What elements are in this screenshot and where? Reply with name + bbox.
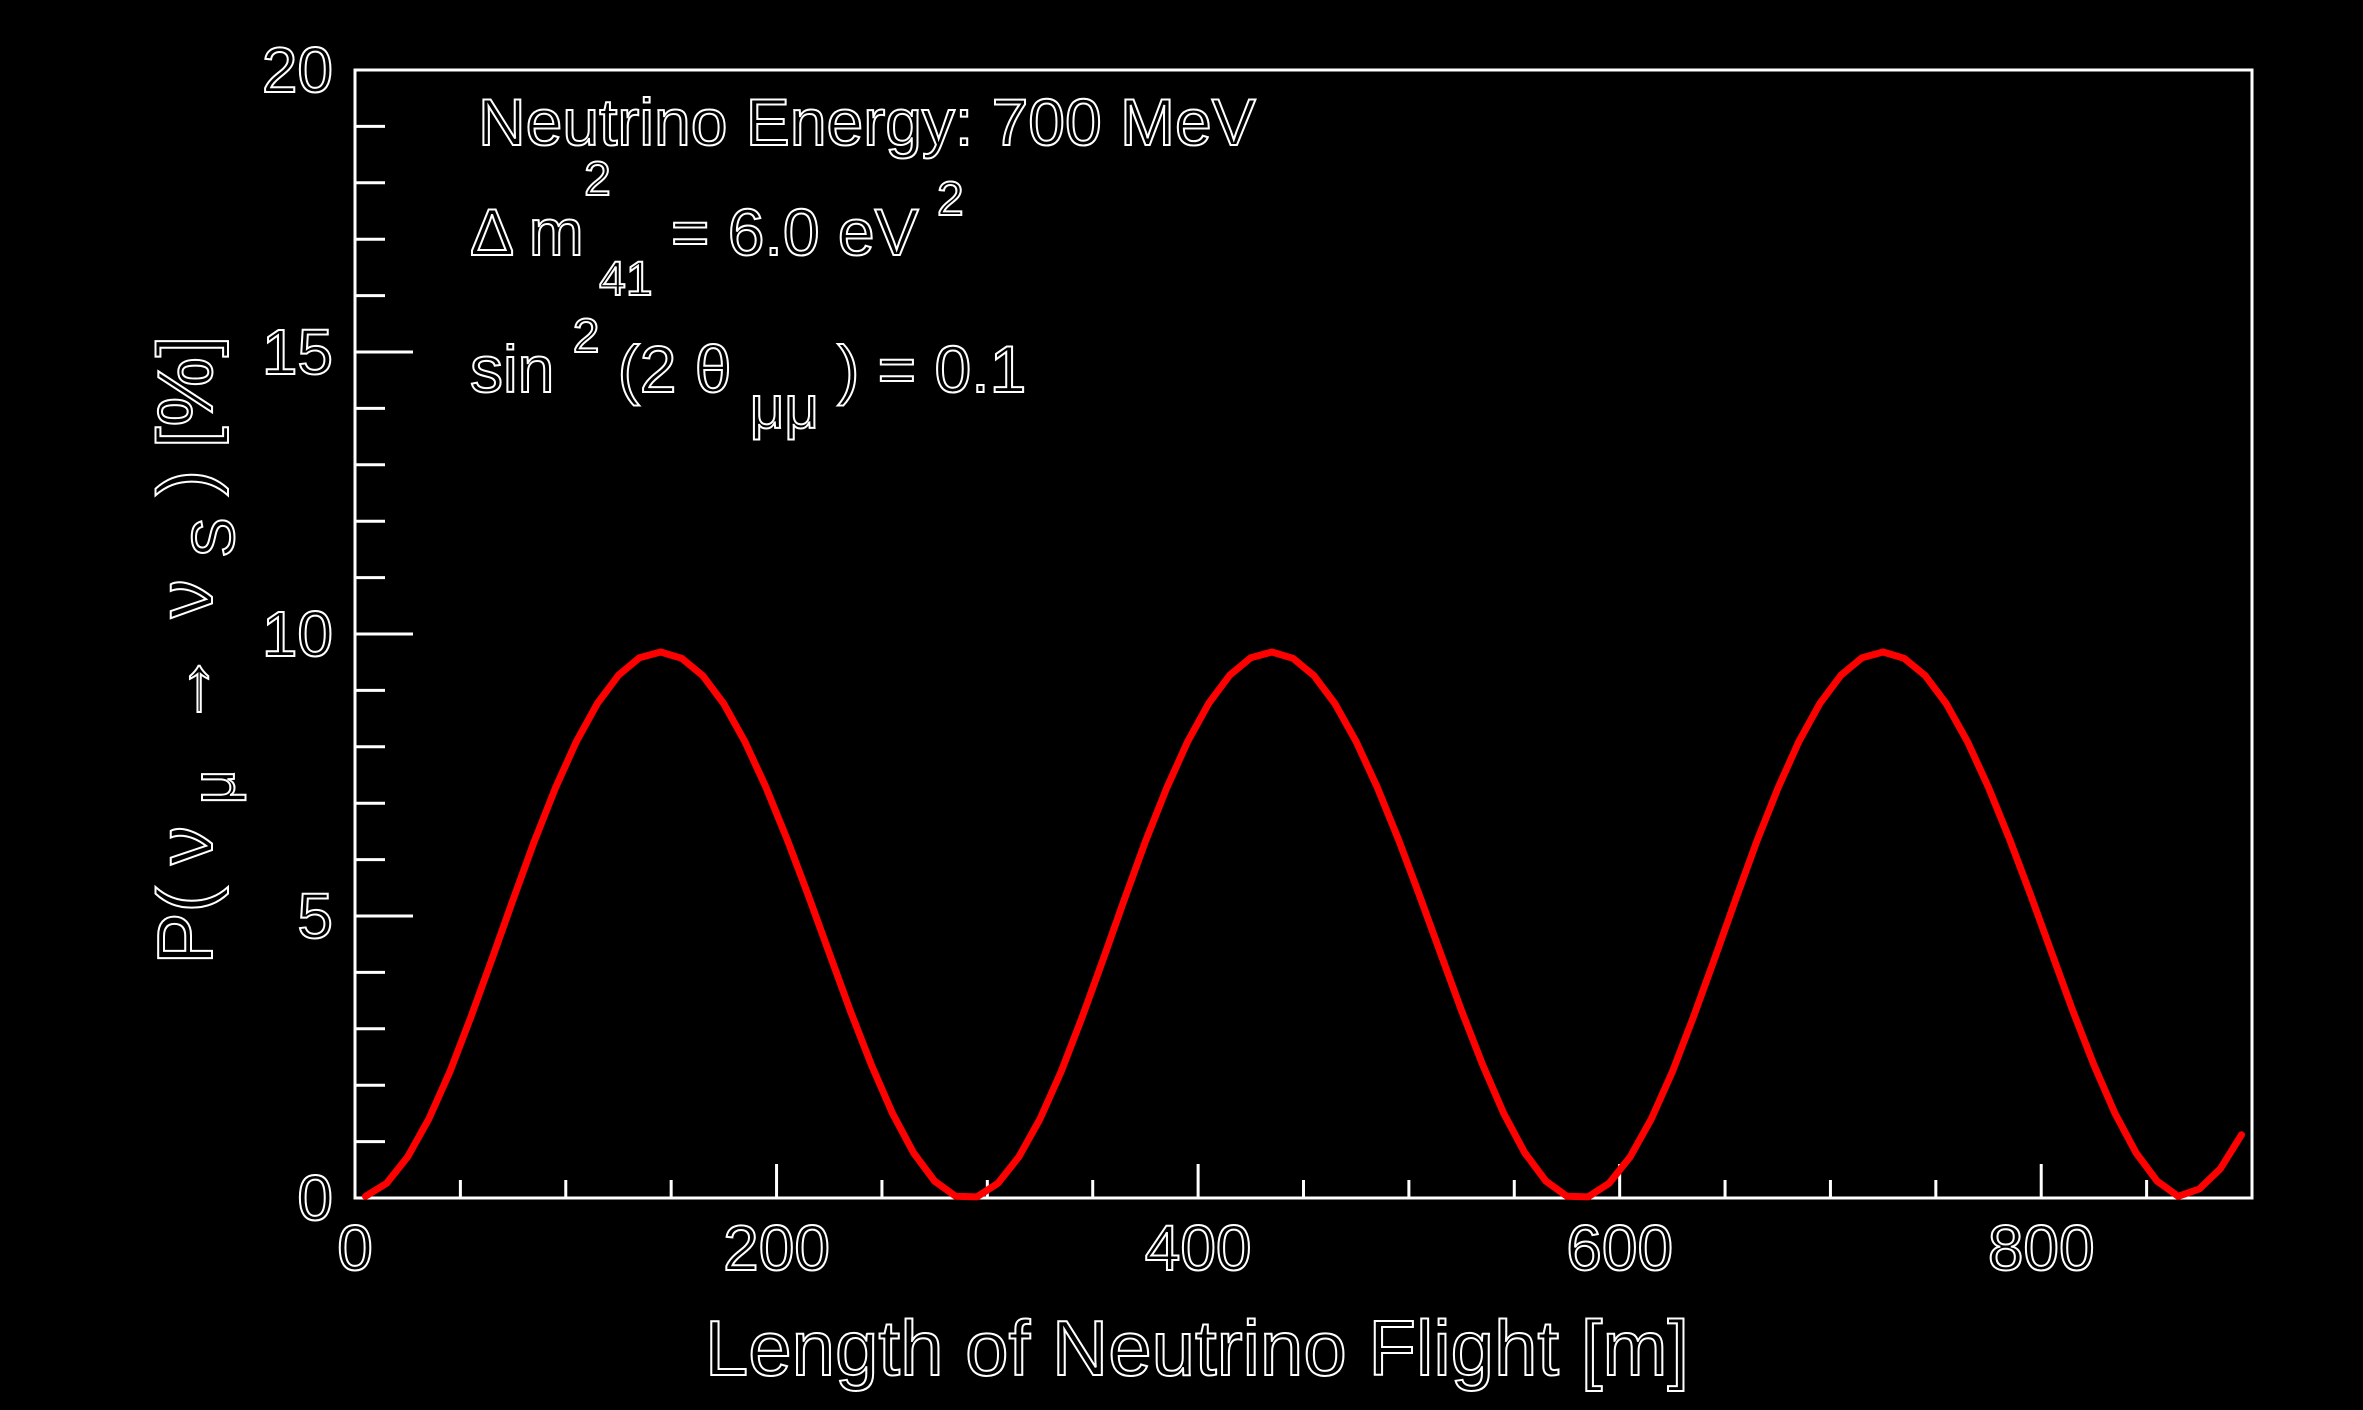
y-axis-label-suffix: ) [%] bbox=[141, 336, 229, 496]
annotation-sin-mid: (2 θ bbox=[618, 332, 732, 406]
y-axis-label-nu2: ν bbox=[141, 579, 229, 618]
y-tick-label: 5 bbox=[297, 880, 333, 952]
y-tick-label: 20 bbox=[262, 34, 333, 106]
y-axis-label-prefix: P( bbox=[141, 886, 229, 964]
annotation-sin-prefix: sin bbox=[470, 332, 554, 406]
annotation-sin-sub: μμ bbox=[750, 374, 819, 441]
series-line-oscillation-probability bbox=[362, 648, 2245, 1201]
axis-ticks bbox=[353, 68, 2254, 1200]
annotation-sin-suffix: ) = 0.1 bbox=[837, 332, 1026, 406]
x-tick-label: 800 bbox=[1988, 1212, 2095, 1284]
annotation-mixing-angle: sin 2 (2 θ μμ ) = 0.1 bbox=[470, 292, 1026, 442]
y-tick-label: 0 bbox=[297, 1162, 333, 1234]
y-axis-label-arrow: → bbox=[141, 650, 229, 728]
x-tick-label: 0 bbox=[337, 1212, 373, 1284]
x-tick-label: 600 bbox=[1566, 1212, 1673, 1284]
x-tick-label: 200 bbox=[723, 1212, 830, 1284]
annotation-dm-suffix: = 6.0 eV bbox=[671, 195, 919, 269]
annotation-dm-suffix-sup: 2 bbox=[937, 173, 964, 226]
plot-frame bbox=[353, 68, 2254, 1200]
y-tick-label: 15 bbox=[262, 316, 333, 388]
y-axis-label-mu-sub: μ bbox=[180, 770, 247, 805]
annotation-dm-sub: 41 bbox=[599, 253, 652, 306]
plot-area-border bbox=[353, 68, 2254, 1200]
annotation-mass-splitting: Δ m 2 41 = 6.0 eV 2 bbox=[470, 135, 964, 309]
x-tick-label: 400 bbox=[1145, 1212, 1252, 1284]
y-axis-label: P( ν μ → ν S ) [%] bbox=[141, 336, 251, 965]
y-tick-label: 10 bbox=[262, 598, 333, 670]
y-axis-label-s-sub: S bbox=[180, 518, 247, 558]
x-axis-label: Length of Neutrino Flight [m] bbox=[705, 1304, 1689, 1392]
annotation-dm-prefix: Δ m bbox=[470, 195, 584, 269]
annotation-sin-sup: 2 bbox=[573, 310, 600, 363]
annotation-energy: Neutrino Energy: 700 MeV bbox=[478, 85, 1256, 159]
y-axis-label-nu: ν bbox=[141, 826, 229, 865]
series-layer bbox=[362, 648, 2245, 1201]
annotation-dm-sup: 2 bbox=[584, 153, 611, 206]
